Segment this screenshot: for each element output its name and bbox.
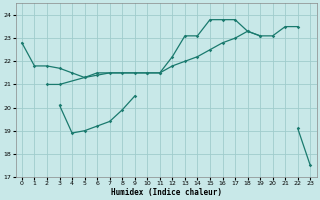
X-axis label: Humidex (Indice chaleur): Humidex (Indice chaleur) [111, 188, 221, 197]
